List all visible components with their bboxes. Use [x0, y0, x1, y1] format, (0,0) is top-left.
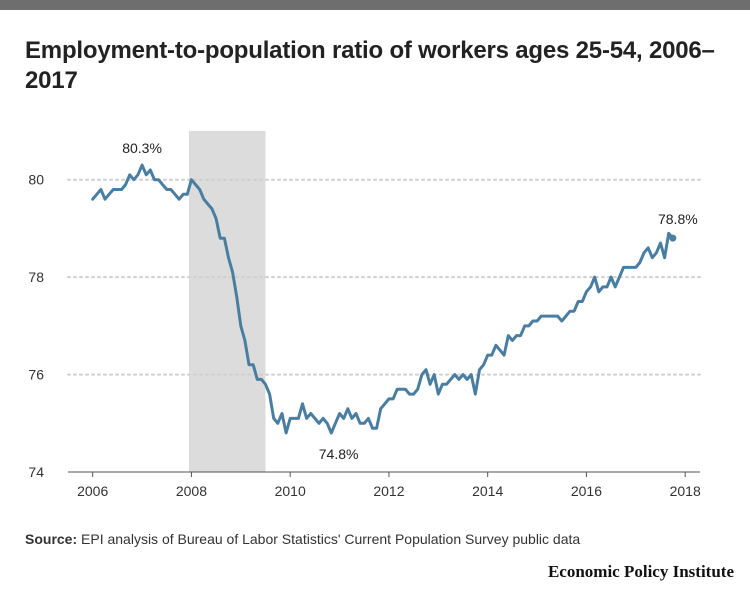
- x-tick-label: 2014: [472, 483, 503, 499]
- y-tick-label: 74: [28, 464, 44, 480]
- source-text: EPI analysis of Bureau of Labor Statisti…: [81, 531, 581, 547]
- top-rule: [0, 0, 750, 10]
- series-line-0: [91, 163, 675, 435]
- x-tick-label: 2006: [77, 483, 108, 499]
- x-tick-label: 2008: [176, 483, 207, 499]
- data-label: 80.3%: [122, 140, 162, 156]
- recession-band: [188, 131, 266, 472]
- x-tick-label: 2016: [571, 483, 602, 499]
- x-tick-label: 2012: [373, 483, 404, 499]
- source-note: Source: EPI analysis of Bureau of Labor …: [25, 531, 735, 547]
- x-tick-label: 2018: [670, 483, 701, 499]
- y-tick-label: 76: [28, 367, 44, 383]
- data-label: 74.8%: [319, 446, 359, 462]
- y-tick-label: 80: [28, 172, 44, 188]
- line-chart: 74 76 78 80 2006 2008 2010 2012 2014 2016 2018 80.3…: [28, 131, 701, 499]
- series-end-point: [669, 234, 677, 242]
- chart-title: Employment-to-population ratio of worker…: [25, 37, 715, 94]
- y-tick-label: 78: [28, 269, 44, 285]
- publisher-logo: Economic Policy Institute: [547, 562, 734, 581]
- source-label: Source:: [25, 531, 78, 547]
- x-tick-label: 2010: [275, 483, 306, 499]
- data-label: 78.8%: [658, 211, 698, 227]
